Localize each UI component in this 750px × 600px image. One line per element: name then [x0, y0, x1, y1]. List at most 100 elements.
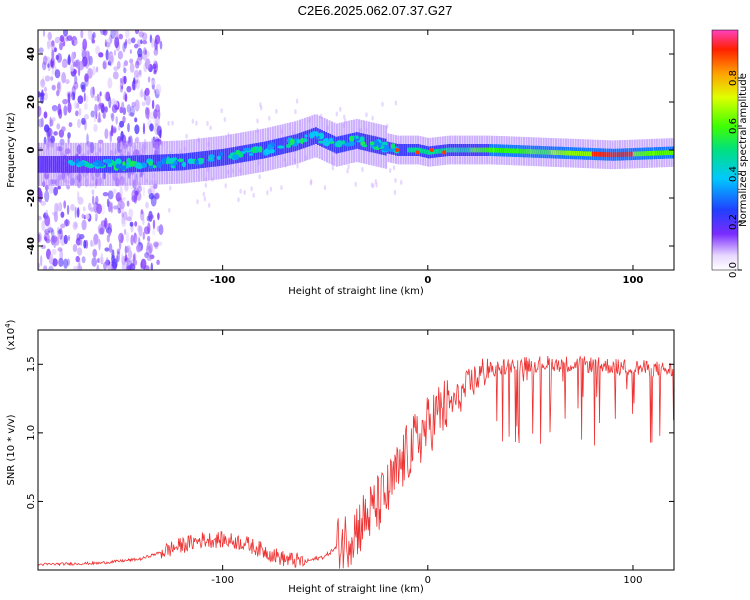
noise-speckle — [140, 258, 147, 270]
ridge-peak — [522, 148, 524, 154]
noise-speckle — [78, 108, 82, 116]
noise-speckle — [134, 99, 140, 112]
noise-speckle — [142, 122, 146, 135]
ridge-peak — [626, 151, 629, 157]
noise-speckle — [116, 248, 121, 255]
ridge-core — [399, 144, 401, 156]
noise-speckle — [128, 208, 134, 218]
ridge-peak — [413, 147, 415, 153]
noise-speckle — [203, 196, 206, 202]
noise-speckle — [73, 265, 80, 270]
ridge-peak — [563, 150, 565, 156]
noise-speckle — [129, 62, 135, 73]
ridge-peak — [495, 147, 498, 153]
noise-speckle — [75, 110, 79, 117]
ridge-peak — [663, 150, 666, 156]
noise-speckle — [256, 118, 259, 124]
top-y-tick-label: 40 — [26, 47, 37, 61]
ridge-peak — [538, 149, 541, 155]
ridge-core — [58, 156, 61, 173]
noise-speckle — [112, 188, 117, 194]
ridge-core — [42, 156, 44, 173]
noise-speckle — [153, 241, 159, 248]
ridge-peak — [645, 151, 647, 156]
ridge-blob — [187, 158, 194, 165]
noise-speckle — [393, 190, 397, 195]
ridge-peak — [425, 149, 428, 155]
noise-speckle — [129, 49, 132, 54]
noise-speckle — [116, 136, 122, 143]
noise-speckle — [268, 115, 271, 121]
noise-speckle — [40, 200, 46, 206]
noise-speckle — [91, 39, 96, 44]
noise-speckle — [104, 106, 108, 113]
noise-speckle — [95, 45, 100, 55]
noise-speckle — [66, 35, 73, 41]
noise-speckle — [84, 73, 89, 83]
noise-speckle — [100, 252, 104, 263]
noise-speckle — [72, 53, 76, 60]
noise-speckle — [99, 227, 104, 235]
ridge-core — [54, 156, 57, 173]
noise-speckle — [125, 30, 130, 39]
noise-speckle — [60, 223, 66, 229]
noise-speckle — [42, 61, 47, 71]
ridge-blob — [107, 163, 112, 168]
noise-speckle — [120, 130, 124, 141]
noise-speckle — [59, 35, 65, 43]
ridge-core — [52, 156, 55, 173]
noise-speckle — [43, 111, 48, 119]
noise-speckle — [150, 262, 153, 270]
noise-speckle — [86, 133, 89, 145]
noise-speckle — [46, 40, 52, 48]
ridge-peak — [450, 147, 452, 153]
noise-speckle — [250, 186, 253, 192]
noise-speckle — [53, 186, 58, 196]
noise-speckle — [157, 241, 163, 247]
ridge-core — [105, 156, 108, 173]
colorbar-tick-label: 0.8 — [728, 70, 739, 86]
noise-speckle — [83, 92, 86, 102]
noise-speckle — [258, 174, 261, 180]
noise-speckle — [55, 54, 59, 61]
ridge-peak — [628, 151, 631, 157]
noise-speckle — [65, 218, 68, 227]
noise-speckle — [96, 264, 100, 270]
noise-speckle — [119, 120, 125, 128]
noise-speckle — [72, 61, 77, 67]
noise-speckle — [266, 190, 269, 196]
noise-speckle — [121, 101, 125, 110]
noise-speckle — [204, 182, 207, 188]
noise-speckle — [44, 86, 47, 92]
ridge-blob — [168, 157, 176, 162]
noise-speckle — [51, 105, 58, 112]
noise-speckle — [98, 139, 104, 144]
ridge-blob — [84, 161, 89, 168]
ridge-core — [48, 156, 51, 173]
bottom-y-tick-label: 1.5 — [26, 356, 37, 372]
noise-speckle — [152, 63, 157, 70]
noise-speckle — [375, 182, 378, 188]
noise-speckle — [49, 253, 54, 265]
noise-speckle — [67, 92, 71, 104]
ridge-blob — [285, 144, 292, 148]
noise-speckle — [135, 60, 140, 69]
noise-speckle — [133, 232, 137, 244]
noise-speckle — [47, 63, 50, 68]
noise-speckle — [43, 54, 47, 64]
noise-speckle — [85, 50, 90, 60]
ridge-peak — [409, 147, 411, 153]
noise-speckle — [115, 30, 119, 38]
ridge-core — [56, 156, 59, 173]
noise-speckle — [105, 49, 109, 61]
noise-speckle — [53, 47, 57, 53]
noise-speckle — [156, 259, 160, 265]
noise-speckle — [83, 239, 87, 249]
noise-speckle — [155, 84, 162, 95]
noise-speckle — [159, 40, 163, 50]
noise-speckle — [119, 81, 124, 93]
noise-speckle — [73, 81, 79, 90]
ridge-core — [46, 156, 48, 173]
noise-speckle — [150, 79, 156, 86]
ridge-peak — [550, 150, 553, 155]
